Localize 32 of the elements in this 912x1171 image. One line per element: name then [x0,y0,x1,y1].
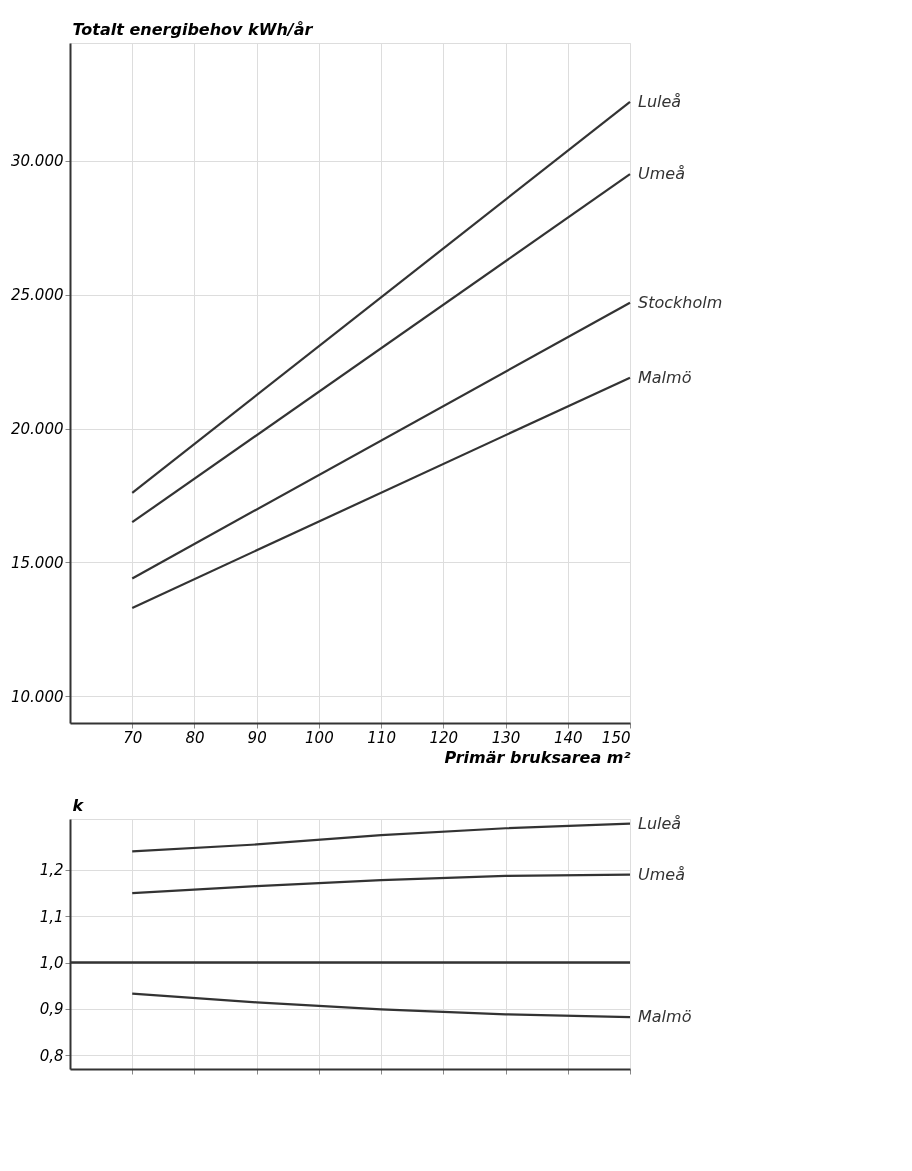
y-tick-label: 30.000 [11,152,64,171]
x-tick-label: 80 [185,728,205,747]
y-tick-label: 20.000 [11,420,64,439]
y-tick-label: 1,1 [39,907,64,926]
y-tick-label: 10.000 [11,687,64,706]
x-tick-label: 150 [601,728,631,747]
series-label: Malmö [638,367,692,387]
x-tick-label: 90 [247,728,267,747]
series-label: Luleå [638,91,682,111]
y-axis-title: Totalt energibehov kWh/år [72,19,314,39]
line-series [131,992,632,1019]
y-tick-label: 0,9 [39,1000,64,1019]
x-tick-label: 70 [123,728,143,747]
series-label: Luleå [638,813,682,833]
series-label: Malmö [638,1007,692,1027]
x-tick-label: 140 [553,728,583,747]
y-tick-label: 15.000 [11,553,64,572]
x-tick-label: 100 [305,728,334,747]
y-axis-title: k [72,795,85,815]
line-series [131,873,632,895]
series-label: Umeå [638,864,685,884]
x-tick-label: 120 [429,728,459,747]
series-label: Umeå [638,164,685,184]
series-label: Stockholm [638,292,723,312]
x-tick-label: 130 [491,728,521,747]
x-tick-label: 110 [367,728,396,747]
y-tick-label: 1,2 [39,861,64,880]
y-tick-label: 25.000 [11,286,64,305]
y-tick-label: 1,0 [39,954,64,973]
x-axis-title: Primär bruksarea m² [444,747,631,767]
line-series [131,822,632,853]
y-tick-label: 0,8 [39,1046,64,1065]
